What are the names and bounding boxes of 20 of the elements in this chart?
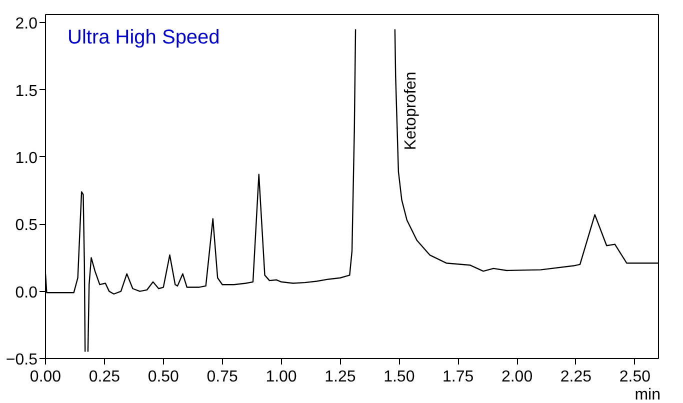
y-tick-label: 2.0 bbox=[15, 16, 38, 33]
y-tick-label: 1.0 bbox=[15, 150, 38, 167]
text: Ultra High Speed bbox=[68, 26, 220, 48]
x-tick-label: 0.25 bbox=[88, 368, 120, 386]
y-tick-label: −0.5 bbox=[6, 352, 38, 368]
y-tick-label: 0.5 bbox=[15, 217, 38, 234]
annotation: Ketoprofen bbox=[402, 72, 420, 150]
y-tick-label: 0.0 bbox=[15, 284, 38, 302]
y-tick-label: 1.5 bbox=[15, 82, 38, 100]
x-tick-label: 1.00 bbox=[266, 368, 297, 386]
x-tick-label: 0.00 bbox=[30, 368, 62, 386]
x-tick-label: 1.75 bbox=[442, 368, 474, 386]
x-tick-label: 1.25 bbox=[324, 368, 356, 386]
x-tick-label: 0.75 bbox=[206, 368, 238, 386]
x-tick-label: 1.50 bbox=[384, 368, 415, 386]
x-axis-title: min bbox=[634, 386, 660, 403]
x-tick-label: 2.50 bbox=[619, 368, 651, 386]
x-tick-label: 0.50 bbox=[148, 368, 180, 386]
x-tick-label: 2.25 bbox=[560, 368, 592, 386]
x-tick-label: 2.00 bbox=[501, 368, 533, 386]
